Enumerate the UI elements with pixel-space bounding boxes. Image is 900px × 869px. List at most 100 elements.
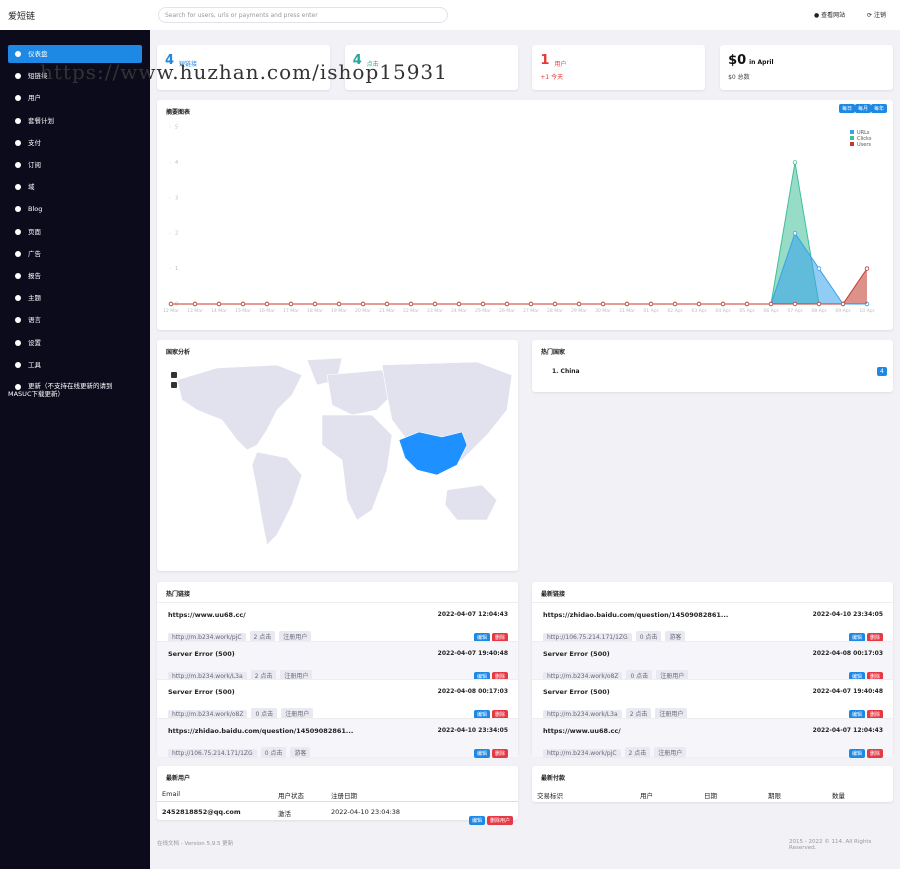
link-meta: http://m.b234.work/o8Z 0 点击 注册用户	[168, 701, 317, 720]
link-meta: http://m.b234.work/L3a 2 点击 注册用户	[543, 701, 691, 720]
range-button[interactable]: 每日	[839, 104, 856, 113]
action-button[interactable]: 删除	[866, 710, 883, 719]
link-short-url: http://m.b234.work/o8Z	[168, 710, 248, 719]
point	[720, 301, 726, 307]
link-clicks: 2 点击	[250, 669, 277, 681]
nav-item[interactable]: 套餐计划	[8, 112, 142, 130]
country[interactable]	[444, 484, 498, 521]
action-button[interactable]: 编辑	[848, 633, 865, 642]
nav-label: 设置	[28, 338, 41, 347]
legend-label: Clicks	[857, 136, 872, 142]
range-button[interactable]: 每月	[855, 104, 872, 113]
countries-title: 热门国家	[541, 349, 566, 356]
area	[171, 268, 867, 304]
point	[480, 301, 486, 307]
action-button[interactable]: 删除	[491, 633, 508, 642]
action-button[interactable]: 删除	[491, 748, 508, 758]
nav-icon	[15, 51, 21, 57]
country[interactable]	[326, 369, 393, 416]
card-title: 最新链接	[541, 591, 566, 598]
link-title[interactable]: Server Error (500)	[543, 688, 610, 696]
table-cell: 激活	[278, 810, 291, 818]
country[interactable]	[321, 414, 393, 521]
nav-item[interactable]: 工具	[8, 356, 142, 374]
countries-card: 热门国家 1. China 4	[532, 340, 893, 392]
link-title[interactable]: https://zhidao.baidu.com/question/145090…	[543, 611, 729, 619]
stat-card: 4 短链接	[157, 45, 330, 90]
nav-label: 语言	[28, 316, 41, 325]
nav-item[interactable]: 主题	[8, 289, 142, 307]
nav-item[interactable]: 支付	[8, 134, 142, 152]
link-meta: http://m.b234.work/L3a 2 点击 注册用户	[168, 663, 316, 682]
x-tick-label: 03 Apr	[691, 308, 706, 314]
link-title[interactable]: Server Error (500)	[543, 649, 610, 658]
nav-item[interactable]: 设置	[8, 334, 142, 352]
action-button[interactable]: 删除	[491, 710, 508, 719]
logout[interactable]: ⟳ 注销	[867, 12, 886, 19]
country-highlight[interactable]	[398, 431, 468, 476]
range-button[interactable]: 每年	[871, 104, 888, 113]
action-button[interactable]: 删除	[491, 671, 508, 681]
zoom-out[interactable]	[171, 382, 177, 388]
action-button[interactable]: 删除	[866, 671, 883, 681]
link-actions: 编辑 删除	[847, 701, 883, 720]
action-button[interactable]: 删除用户	[486, 816, 513, 825]
x-tick-label: 18 Mar	[307, 308, 323, 314]
nav-item[interactable]: 用户	[8, 89, 142, 107]
nav-item[interactable]: 短链接	[8, 67, 142, 85]
nav-item[interactable]: 报告	[8, 267, 142, 285]
nav-item[interactable]: 仪表盘	[8, 45, 142, 63]
action-button[interactable]: 删除	[866, 633, 883, 642]
point	[504, 301, 510, 307]
nav-label: 短链接	[28, 72, 48, 81]
country[interactable]	[176, 364, 303, 451]
y-tick-label: 1	[175, 266, 178, 272]
stat-value: 1	[540, 53, 550, 68]
x-tick-label: 21 Mar	[379, 308, 395, 314]
nav-item[interactable]: 更新（不支持在线更新的请到MASUC下载更新）	[8, 378, 142, 404]
point	[432, 301, 438, 307]
nav-item[interactable]: 页面	[8, 223, 142, 241]
view-site[interactable]: ● 查看网站	[814, 12, 846, 19]
nav-item[interactable]: 域	[8, 178, 142, 196]
nav-item[interactable]: Blog	[8, 200, 142, 218]
action-button[interactable]: 编辑	[848, 671, 865, 681]
legend-swatch	[850, 136, 854, 140]
action-button[interactable]: 编辑	[848, 710, 865, 719]
action-button[interactable]: 编辑	[473, 671, 490, 681]
link-clicks: 0 点击	[260, 746, 287, 758]
action-button[interactable]: 编辑	[473, 710, 490, 719]
search-box[interactable]: Search for users, urls or payments and p…	[158, 7, 448, 23]
chart-card: 摘要图表 每日 每月 每年 0 1 2 3 4 5 12 Mar 13 Mar 14 Mar 15 Mar…	[157, 100, 893, 330]
nav-item[interactable]: 订阅	[8, 156, 142, 174]
link-type: 注册用户	[281, 708, 314, 719]
action-button[interactable]: 编辑	[473, 633, 490, 642]
action-button[interactable]: 编辑	[473, 748, 490, 758]
link-title[interactable]: https://www.uu68.cc/	[168, 611, 246, 619]
link-title[interactable]: https://zhidao.baidu.com/question/145090…	[168, 726, 354, 735]
nav-item[interactable]: 语言	[8, 311, 142, 329]
x-tick-label: 27 Mar	[523, 308, 539, 314]
icon-shape	[15, 339, 21, 346]
action-button[interactable]: 编辑	[848, 748, 865, 758]
link-title[interactable]: Server Error (500)	[168, 688, 235, 696]
link-title[interactable]: https://www.uu68.cc/	[543, 726, 621, 735]
link-title[interactable]: Server Error (500)	[168, 649, 235, 658]
line	[171, 232, 867, 305]
link-row: https://zhidao.baidu.com/question/145090…	[532, 602, 893, 642]
action-button[interactable]: 删除	[866, 748, 883, 758]
nav-icon	[15, 317, 21, 324]
country[interactable]	[251, 451, 303, 546]
brand[interactable]: 爱短链	[8, 12, 36, 22]
link-date: 2022-04-08 00:17:03	[812, 649, 883, 657]
icon-shape	[15, 51, 21, 57]
zoom-in[interactable]	[171, 372, 177, 378]
nav-item[interactable]: 广告	[8, 245, 142, 263]
table-header: 交易标识	[537, 792, 563, 800]
point	[624, 301, 630, 307]
nav-label: 更新（不支持在线更新的请到MASUC下载更新）	[8, 382, 113, 398]
action-button[interactable]: 编辑	[468, 816, 485, 825]
stat-sub: +1 今天	[540, 74, 564, 81]
link-short-url: http://m.b234.work/L3a	[543, 710, 622, 719]
